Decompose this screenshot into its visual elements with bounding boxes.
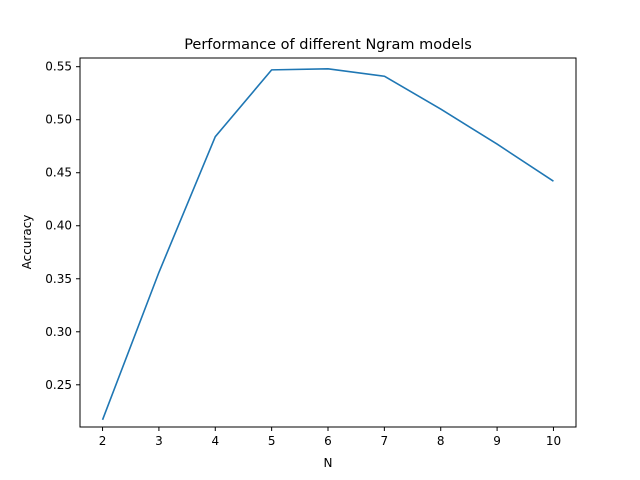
y-tick-label: 0.40 xyxy=(45,219,72,233)
chart-title: Performance of different Ngram models xyxy=(184,37,472,53)
y-tick-label: 0.30 xyxy=(45,325,72,339)
y-tick-label: 0.50 xyxy=(45,113,72,127)
x-tick-label: 3 xyxy=(155,434,163,448)
x-tick-label: 6 xyxy=(324,434,332,448)
y-tick-label: 0.25 xyxy=(45,378,72,392)
x-tick-label: 2 xyxy=(99,434,107,448)
x-tick-label: 8 xyxy=(437,434,445,448)
x-tick-label: 5 xyxy=(268,434,276,448)
plot-area xyxy=(101,68,554,421)
y-tick-label: 0.55 xyxy=(45,60,72,74)
series-line xyxy=(101,68,554,421)
y-tick-label: 0.35 xyxy=(45,272,72,286)
y-tick-label: 0.45 xyxy=(45,166,72,180)
x-tick-label: 4 xyxy=(211,434,219,448)
x-axis-label: N xyxy=(324,456,333,470)
x-tick-label: 9 xyxy=(493,434,501,448)
y-axis-label: Accuracy xyxy=(20,215,34,270)
x-tick-label: 10 xyxy=(546,434,561,448)
x-tick-label: 7 xyxy=(381,434,389,448)
